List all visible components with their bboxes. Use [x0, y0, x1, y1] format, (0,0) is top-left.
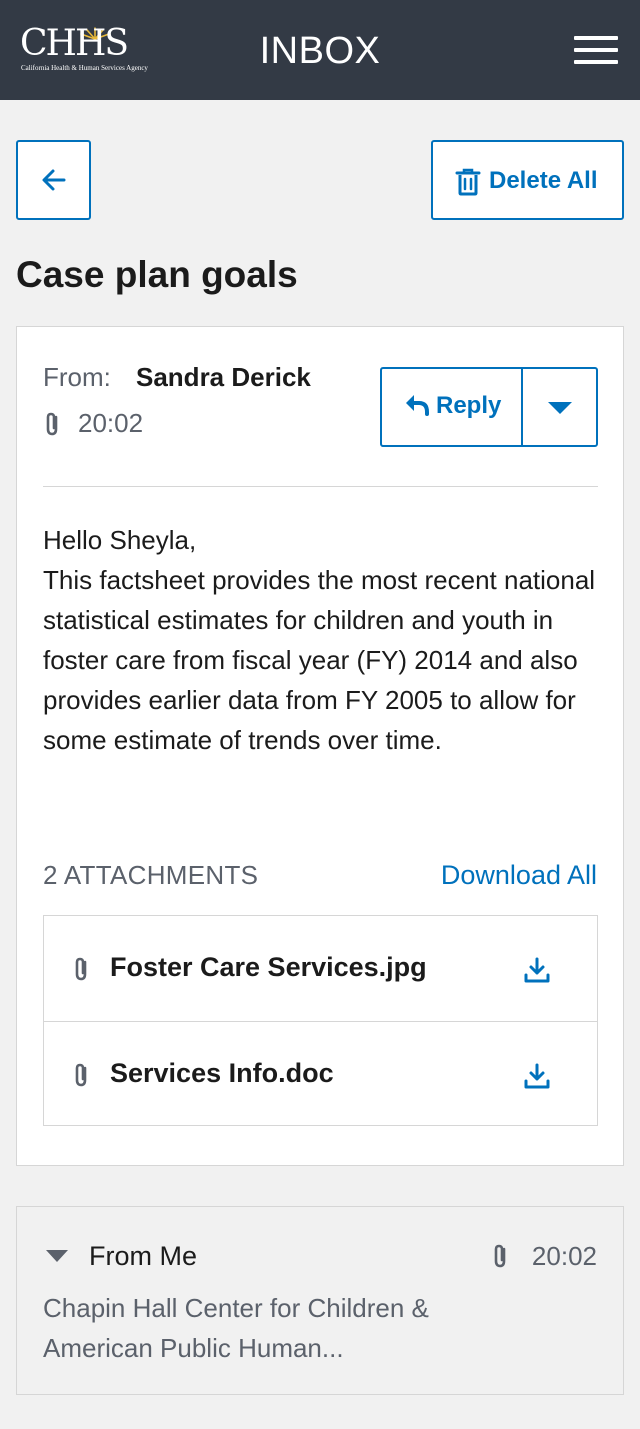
attachment-list: Foster Care Services.jpg Services Info.d… — [43, 915, 598, 1126]
preview-line: American Public Human... — [43, 1333, 344, 1363]
reply-button[interactable]: Reply — [382, 369, 523, 445]
attachments-count: 2 ATTACHMENTS — [43, 860, 259, 890]
sun-rays-icon — [80, 27, 110, 40]
top-navigation-bar: CHHS California Health & Human Services … — [0, 0, 640, 100]
menu-button[interactable] — [570, 32, 624, 68]
arrow-left-icon — [42, 169, 66, 191]
attachment-name: Services Info.doc — [110, 1058, 334, 1088]
paperclip-icon — [494, 1244, 506, 1268]
attachment-name: Foster Care Services.jpg — [110, 952, 427, 982]
caret-down-icon — [548, 402, 572, 414]
message-greeting: Hello Sheyla, — [43, 525, 197, 555]
reply-label: Reply — [436, 392, 502, 419]
caret-down-icon — [46, 1250, 68, 1262]
message-time: 20:02 — [78, 408, 144, 438]
message-card: From: Sandra Derick 20:02 Reply Hello Sh… — [16, 326, 624, 1166]
message-paragraph: This factsheet provides the most recent … — [43, 565, 596, 755]
reply-arrow-icon — [406, 395, 429, 416]
message-body: Hello Sheyla, This factsheet provides th… — [43, 520, 603, 760]
header-divider — [43, 486, 598, 487]
attachment-item[interactable]: Services Info.doc — [44, 1021, 597, 1125]
collapsed-message-time: 20:02 — [531, 1241, 597, 1271]
paperclip-icon — [75, 1063, 87, 1087]
hamburger-icon-bar — [574, 48, 618, 52]
from-label: From: — [43, 362, 111, 392]
chhs-logo[interactable]: CHHS California Health & Human Services … — [20, 24, 152, 78]
download-icon[interactable] — [523, 1062, 551, 1090]
page-title: INBOX — [259, 30, 381, 72]
trash-icon — [455, 168, 481, 196]
paperclip-icon — [46, 412, 58, 436]
collapsed-message[interactable]: From Me 20:02 Chapin Hall Center for Chi… — [16, 1206, 624, 1395]
thread-subject: Case plan goals — [16, 254, 298, 295]
download-icon[interactable] — [523, 956, 551, 984]
hamburger-icon-bar — [574, 60, 618, 64]
collapsed-sender: From Me — [89, 1241, 197, 1271]
download-all-link[interactable]: Download All — [440, 860, 597, 890]
attachment-item[interactable]: Foster Care Services.jpg — [44, 916, 597, 1020]
back-button[interactable] — [16, 140, 91, 220]
reply-button-group: Reply — [380, 367, 598, 447]
paperclip-icon — [75, 957, 87, 981]
collapsed-message-preview: Chapin Hall Center for Children & Americ… — [43, 1288, 523, 1368]
sender-name: Sandra Derick — [136, 362, 311, 392]
delete-all-label: Delete All — [489, 167, 598, 194]
reply-options-dropdown[interactable] — [523, 369, 596, 445]
logo-subtext: California Health & Human Services Agenc… — [21, 64, 148, 72]
preview-line: Chapin Hall Center for Children & — [43, 1293, 429, 1323]
logo-wordmark: CHHS — [20, 23, 129, 64]
delete-all-button[interactable]: Delete All — [431, 140, 624, 220]
hamburger-icon — [574, 36, 618, 40]
